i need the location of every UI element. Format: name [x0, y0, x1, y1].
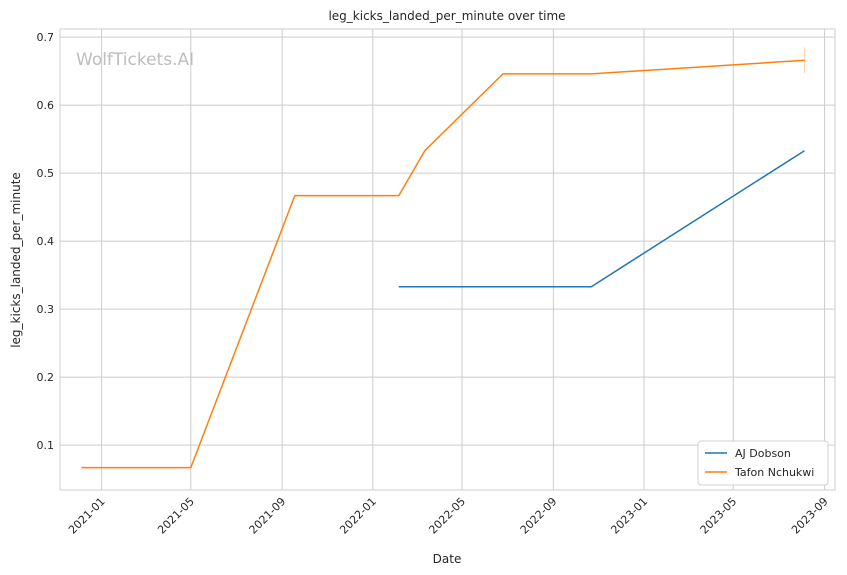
x-axis: 2021-01 2021-05 2021-09 2022-01 2022-05 2022-…: [66, 495, 831, 537]
x-tick-label: 2023-01: [608, 495, 650, 537]
legend-label-aj-dobson: AJ Dobson: [735, 447, 791, 460]
series-line-tafon-nchukwi: [81, 59, 805, 469]
series-layer: [81, 47, 806, 469]
x-tick-label: 2023-05: [698, 495, 740, 537]
y-axis: 0.1 0.2 0.3 0.4 0.5 0.6 0.7: [37, 31, 55, 452]
legend: AJ Dobson Tafon Nchukwi: [697, 440, 829, 486]
y-tick-label: 0.6: [37, 99, 55, 112]
y-tick-label: 0.5: [37, 167, 55, 180]
x-tick-label: 2021-05: [155, 495, 197, 537]
y-axis-label: leg_kicks_landed_per_minute: [9, 172, 23, 348]
y-tick-label: 0.7: [37, 31, 55, 44]
y-tick-label: 0.1: [37, 439, 55, 452]
x-tick-label: 2021-01: [66, 495, 108, 537]
legend-label-tafon-nchukwi: Tafon Nchukwi: [734, 466, 814, 479]
legend-box: [697, 440, 829, 486]
plot-frame: [59, 28, 836, 491]
grid: [60, 29, 835, 490]
x-tick-label: 2023-09: [789, 495, 831, 537]
y-tick-label: 0.3: [37, 303, 55, 316]
series-line-aj-dobson: [398, 150, 805, 288]
x-tick-label: 2022-01: [337, 495, 379, 537]
y-tick-label: 0.2: [37, 371, 55, 384]
x-tick-label: 2022-05: [426, 495, 468, 537]
x-tick-label: 2022-09: [518, 495, 560, 537]
chart-title: leg_kicks_landed_per_minute over time: [328, 9, 565, 23]
x-tick-label: 2021-09: [247, 495, 289, 537]
watermark: WolfTickets.AI: [76, 50, 194, 70]
y-tick-label: 0.4: [37, 235, 55, 248]
x-axis-label: Date: [433, 552, 462, 566]
